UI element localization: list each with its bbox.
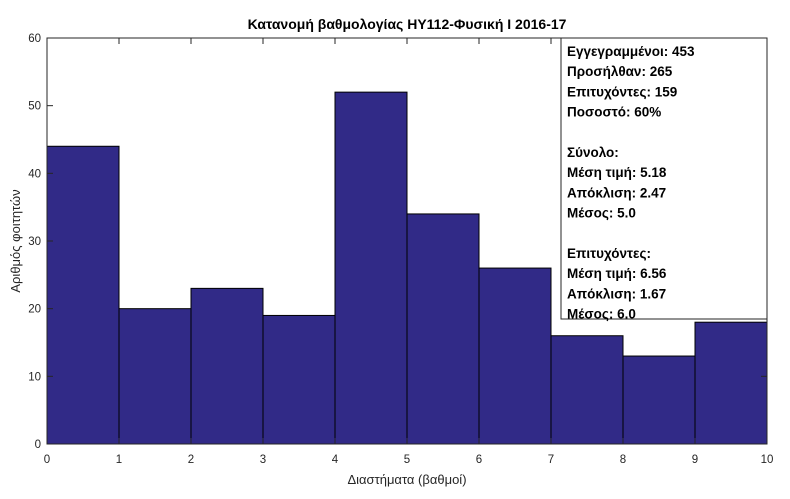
stats-box-frame xyxy=(560,37,768,320)
stats-line: Ποσοστό: 60% xyxy=(567,105,661,120)
y-tick-label: 10 xyxy=(28,371,41,383)
stats-box: Εγγεγραμμένοι: 453 Προσήλθαν: 265 Επιτυχόν… xyxy=(560,37,768,322)
stats-line: Απόκλιση: 2.47 xyxy=(567,185,666,200)
stats-line: Μέση τιμή: 5.18 xyxy=(567,165,667,180)
chart-title: Κατανομή βαθμολογίας ΗΥ112-Φυσική Ι 2016… xyxy=(248,16,567,32)
x-tick-label: 6 xyxy=(476,454,482,466)
histogram-bar xyxy=(118,308,192,445)
x-axis-label: Διαστήματα (βαθμοί) xyxy=(347,472,466,487)
x-tick-label: 1 xyxy=(116,454,122,466)
histogram-bar xyxy=(550,335,624,445)
y-tick-label: 40 xyxy=(28,168,41,180)
x-tick-label: 3 xyxy=(260,454,266,466)
histogram-bar xyxy=(478,267,552,445)
x-tick-label: 7 xyxy=(548,454,554,466)
y-tick-label: 0 xyxy=(35,439,41,451)
stats-line: Μέσος: 6.0 xyxy=(567,307,636,322)
histogram-bar xyxy=(622,355,696,445)
stats-line: Επιτυχόντες: xyxy=(567,246,651,261)
x-tick-label: 10 xyxy=(761,454,774,466)
x-tick-label: 4 xyxy=(332,454,339,466)
histogram-bar xyxy=(694,321,768,445)
x-tick-label: 9 xyxy=(692,454,698,466)
y-tick-label: 50 xyxy=(28,101,41,113)
histogram-bar xyxy=(46,145,120,445)
ticks-group: 0 1 2 3 4 5 6 7 8 9 10 0 10 20 30 40 50 60 xyxy=(28,33,773,466)
stats-line: Επιτυχόντες: 159 xyxy=(567,84,677,99)
x-tick-label: 0 xyxy=(44,454,50,466)
stats-line: Μέση τιμή: 6.56 xyxy=(567,266,667,281)
y-tick-label: 30 xyxy=(28,236,41,248)
histogram-bar xyxy=(262,314,336,445)
x-tick-label: 5 xyxy=(404,454,410,466)
y-tick-label: 20 xyxy=(28,304,41,316)
histogram-bar xyxy=(334,91,408,445)
stats-line: Σύνολο: xyxy=(567,145,619,160)
histogram-bar xyxy=(190,287,264,445)
y-tick-label: 60 xyxy=(28,33,41,45)
x-tick-label: 2 xyxy=(188,454,194,466)
stats-line: Προσήλθαν: 265 xyxy=(567,64,673,79)
stats-line: Εγγεγραμμένοι: 453 xyxy=(567,44,695,59)
stats-line: Μέσος: 5.0 xyxy=(567,206,636,221)
histogram-bar xyxy=(406,213,480,445)
stats-line: Απόκλιση: 1.67 xyxy=(567,286,666,301)
y-axis-label: Αριθμός φοιτητών xyxy=(8,189,23,292)
bars-group xyxy=(46,91,768,445)
x-tick-label: 8 xyxy=(620,454,626,466)
